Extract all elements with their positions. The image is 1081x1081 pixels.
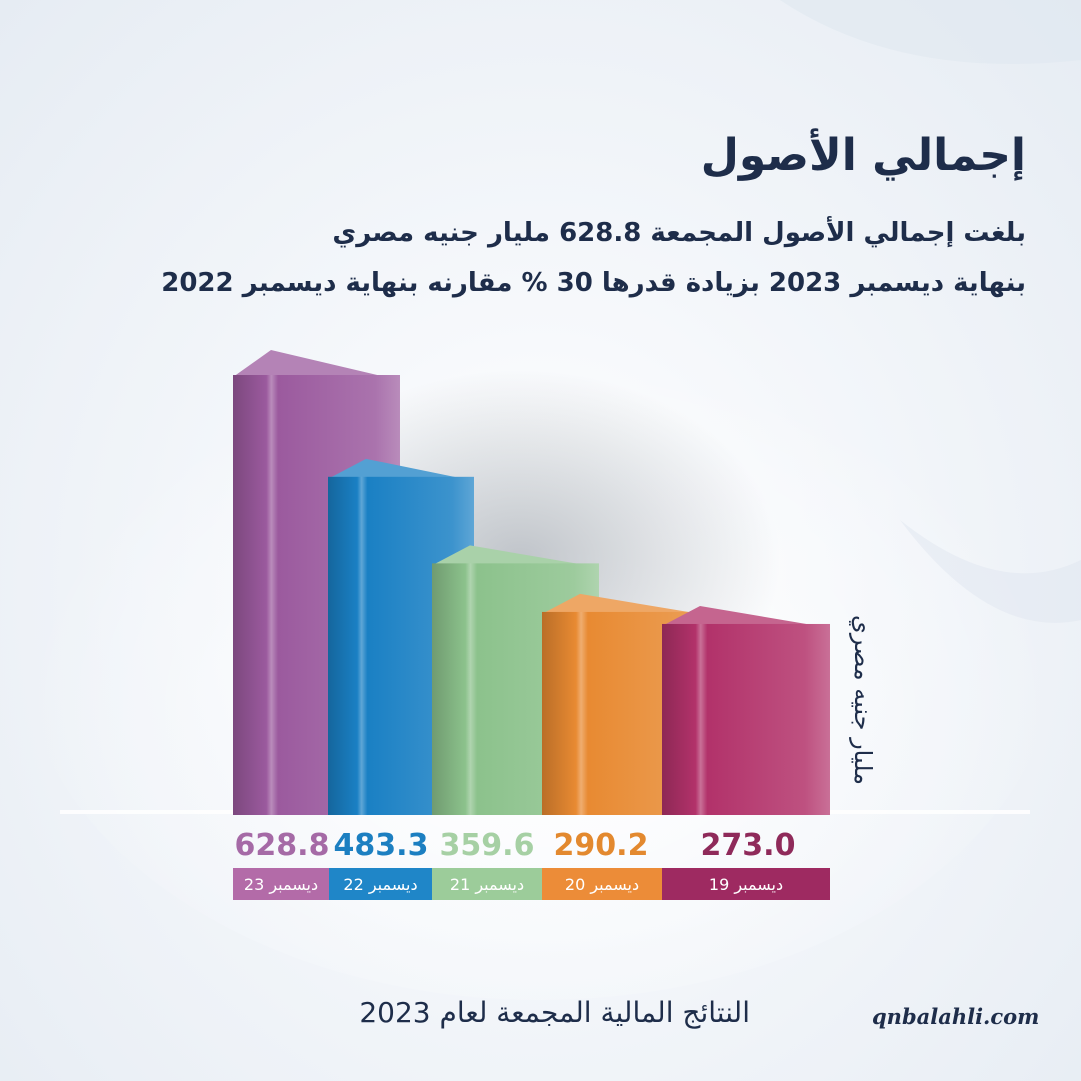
value-label-3: 359.6: [440, 828, 535, 863]
category-band-4: [542, 868, 662, 900]
category-band-2: [329, 868, 432, 900]
bar-5: [662, 605, 830, 815]
bar-top-1: [233, 350, 400, 381]
category-band-5: [662, 868, 830, 900]
page-title: إجمالي الأصول: [700, 130, 1026, 181]
category-label-1: ديسمبر 23: [244, 875, 318, 895]
subtitle-line-1: بلغت إجمالي الأصول المجمعة 628.8 مليار ج…: [332, 218, 1026, 248]
value-label-2: 483.3: [334, 828, 429, 863]
category-band-3: [432, 868, 542, 900]
subtitle-line-2: بنهاية ديسمبر 2023 بزيادة قدرها 30 % مقا…: [161, 268, 1026, 298]
category-label-4: ديسمبر 20: [565, 875, 639, 895]
category-band-1: [233, 868, 329, 900]
website-link[interactable]: qnbalahli.com: [872, 1004, 1040, 1029]
category-label-2: ديسمبر 22: [343, 875, 417, 895]
category-label-3: ديسمبر 21: [450, 875, 524, 895]
footer-title: النتائج المالية المجمعة لعام 2023: [359, 996, 750, 1029]
value-label-1: 628.8: [235, 828, 330, 863]
bar-face-5: [662, 623, 830, 815]
value-label-4: 290.2: [554, 828, 649, 863]
value-label-5: 273.0: [701, 828, 796, 863]
y-axis-label: مليار جنيه مصري: [849, 615, 877, 785]
category-label-5: ديسمبر 19: [709, 875, 783, 895]
